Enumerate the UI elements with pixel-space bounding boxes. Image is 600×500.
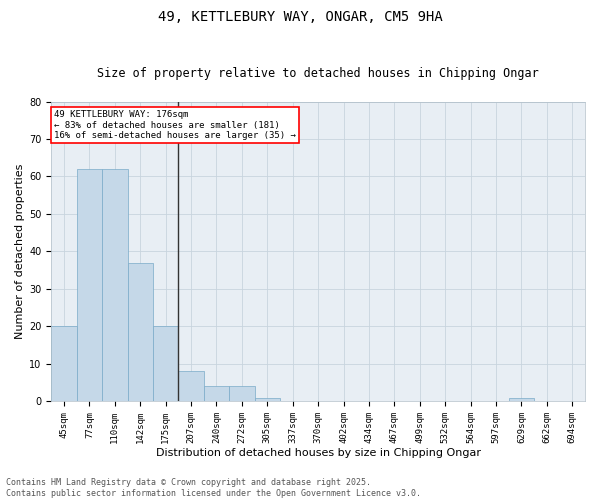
Bar bbox=[254, 398, 280, 402]
Bar bbox=[153, 326, 178, 402]
Text: 49 KETTLEBURY WAY: 176sqm
← 83% of detached houses are smaller (181)
16% of semi: 49 KETTLEBURY WAY: 176sqm ← 83% of detac… bbox=[54, 110, 296, 140]
Bar bbox=[229, 386, 254, 402]
Bar bbox=[128, 262, 153, 402]
Bar bbox=[51, 326, 77, 402]
Bar bbox=[204, 386, 229, 402]
Bar bbox=[102, 169, 128, 402]
Text: 49, KETTLEBURY WAY, ONGAR, CM5 9HA: 49, KETTLEBURY WAY, ONGAR, CM5 9HA bbox=[158, 10, 442, 24]
Bar bbox=[77, 169, 102, 402]
Y-axis label: Number of detached properties: Number of detached properties bbox=[15, 164, 25, 339]
X-axis label: Distribution of detached houses by size in Chipping Ongar: Distribution of detached houses by size … bbox=[155, 448, 481, 458]
Text: Contains HM Land Registry data © Crown copyright and database right 2025.
Contai: Contains HM Land Registry data © Crown c… bbox=[6, 478, 421, 498]
Bar bbox=[509, 398, 534, 402]
Title: Size of property relative to detached houses in Chipping Ongar: Size of property relative to detached ho… bbox=[97, 66, 539, 80]
Bar bbox=[178, 372, 204, 402]
